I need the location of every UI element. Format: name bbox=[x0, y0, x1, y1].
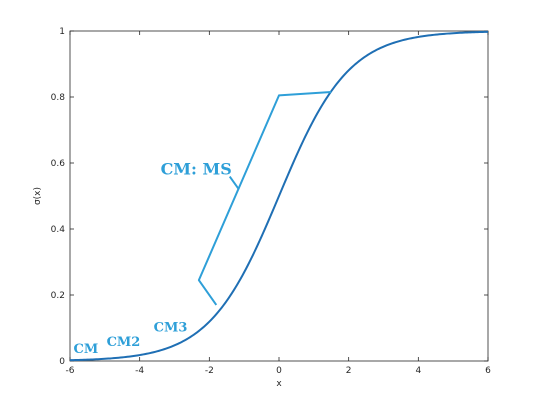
y-tick-label: 0.6 bbox=[51, 159, 66, 169]
series-sigmoid-line bbox=[69, 30, 489, 362]
y-tick-label: 0.2 bbox=[51, 291, 65, 301]
annotations: CM CM2 CM3 CM: MS bbox=[73, 160, 240, 357]
x-tick-label: -4 bbox=[135, 366, 144, 376]
x-tick-label: 0 bbox=[276, 366, 282, 376]
y-axis-label: σ(x) bbox=[33, 187, 43, 205]
x-axis-label: x bbox=[276, 379, 282, 389]
x-tick-label: 2 bbox=[346, 366, 352, 376]
x-tick-label: 4 bbox=[415, 366, 421, 376]
x-tick-label: 6 bbox=[485, 366, 491, 376]
axis-ticks bbox=[69, 30, 489, 362]
annotation-label: CM: MS bbox=[161, 160, 232, 179]
y-tick-label: 1 bbox=[59, 27, 65, 37]
annotation-label: CM2 bbox=[107, 335, 141, 350]
annotation-label: CM3 bbox=[154, 320, 188, 335]
y-tick-label: 0.8 bbox=[51, 93, 66, 103]
x-tick-label: -2 bbox=[205, 366, 214, 376]
annotation-label: CM bbox=[73, 342, 98, 357]
x-tick-label: -6 bbox=[66, 366, 75, 376]
y-tick-label: 0 bbox=[59, 357, 65, 367]
y-tick-label: 0.4 bbox=[51, 225, 66, 235]
annotation-pointer bbox=[228, 175, 240, 190]
tick-labels: -6 -4 -2 0 2 4 6 0 0.2 0.4 0.6 0.8 1 bbox=[51, 27, 491, 376]
